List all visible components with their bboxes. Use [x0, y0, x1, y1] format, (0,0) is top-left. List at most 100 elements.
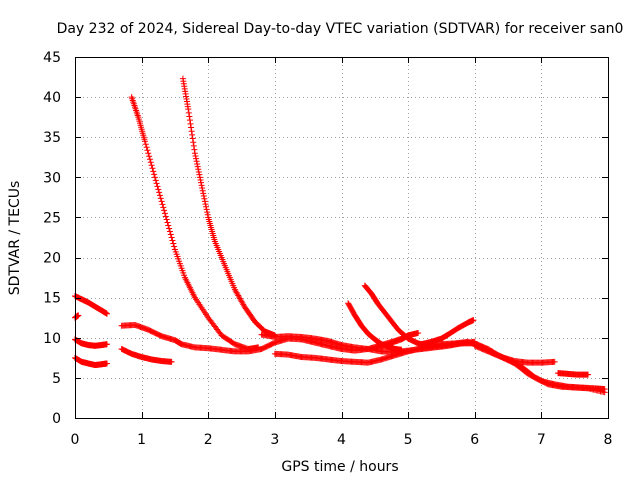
y-tick-label: 45 [43, 50, 61, 66]
chart-title: Day 232 of 2024, Sidereal Day-to-day VTE… [57, 21, 624, 37]
series-track-m [371, 329, 422, 352]
data-point [141, 138, 148, 145]
data-point [196, 174, 203, 181]
series-track-f [118, 346, 175, 365]
x-tick-label: 7 [537, 432, 546, 448]
data-point [189, 131, 196, 138]
series-track-o [471, 342, 558, 366]
data-point [168, 358, 175, 365]
data-point [398, 346, 405, 353]
data-point [154, 183, 161, 190]
series-track-h [179, 75, 278, 339]
x-tick-label: 2 [204, 432, 213, 448]
y-tick-label: 0 [52, 411, 61, 427]
series-track-d [72, 354, 110, 369]
series-track-n [418, 317, 477, 348]
data-point [149, 165, 156, 172]
data-point [551, 358, 558, 365]
x-tick-label: 0 [71, 432, 80, 448]
data-point [156, 189, 163, 196]
y-tick-label: 25 [43, 210, 61, 226]
data-point [186, 113, 193, 120]
data-point [190, 142, 197, 149]
data-point [155, 186, 162, 193]
data-point [188, 128, 195, 135]
data-point [415, 329, 422, 336]
x-tick-label: 6 [470, 432, 479, 448]
data-point [204, 209, 211, 216]
data-point [142, 141, 149, 148]
data-point [194, 163, 201, 170]
data-point [162, 213, 169, 220]
data-point [195, 168, 202, 175]
data-point [201, 195, 208, 202]
data-point [158, 198, 165, 205]
data-point [151, 174, 158, 181]
data-point [148, 162, 155, 169]
data-point [150, 168, 157, 175]
data-point [200, 190, 207, 197]
data-point [143, 144, 150, 151]
data-point [196, 171, 203, 178]
data-point [190, 139, 197, 146]
data-point [203, 206, 210, 213]
data-point [166, 228, 173, 235]
data-point [161, 207, 168, 214]
data-point [146, 153, 153, 160]
data-point [103, 341, 110, 348]
data-point [470, 317, 477, 324]
data-point [186, 117, 193, 124]
data-point [255, 344, 262, 351]
data-point [156, 192, 163, 199]
data-point [187, 120, 194, 127]
y-axis-label: SDTVAR / TECUs [7, 181, 23, 296]
data-point [601, 389, 608, 396]
data-point [192, 152, 199, 159]
y-tick-label: 15 [43, 291, 61, 307]
data-point [204, 211, 211, 218]
data-point [585, 371, 592, 378]
data-point [185, 109, 192, 116]
data-point [157, 195, 164, 202]
data-point [165, 222, 172, 229]
x-tick-label: 4 [337, 432, 346, 448]
data-point [145, 150, 152, 157]
series-track-p [555, 370, 592, 378]
data-point [159, 201, 166, 208]
data-point [144, 147, 151, 154]
data-point [202, 201, 209, 208]
data-point [164, 219, 171, 226]
data-point [166, 225, 173, 232]
data-point [193, 158, 200, 165]
y-tick-label: 35 [43, 130, 61, 146]
y-tick-label: 5 [52, 371, 61, 387]
data-point [147, 159, 154, 166]
data-point [161, 210, 168, 217]
y-tick-label: 10 [43, 331, 61, 347]
y-tick-label: 30 [43, 170, 61, 186]
x-tick-label: 3 [270, 432, 279, 448]
data-point [168, 234, 175, 241]
data-point [195, 166, 202, 173]
data-point [75, 312, 82, 319]
y-tick-label: 40 [43, 90, 61, 106]
data-point [191, 150, 198, 157]
x-tick-label: 1 [137, 432, 146, 448]
x-axis-label: GPS time / hours [281, 459, 398, 475]
data-point [103, 360, 110, 367]
data-point [200, 193, 207, 200]
data-point [201, 198, 208, 205]
data-point [163, 216, 170, 223]
data-point [193, 155, 200, 162]
x-tick-label: 5 [404, 432, 413, 448]
data-point [191, 146, 198, 153]
series-track-g [128, 94, 262, 353]
data-point [170, 240, 177, 247]
data-point [146, 156, 153, 163]
data-point [199, 187, 206, 194]
data-point [194, 160, 201, 167]
data-point [197, 177, 204, 184]
data-point [199, 185, 206, 192]
data-point [171, 243, 178, 250]
